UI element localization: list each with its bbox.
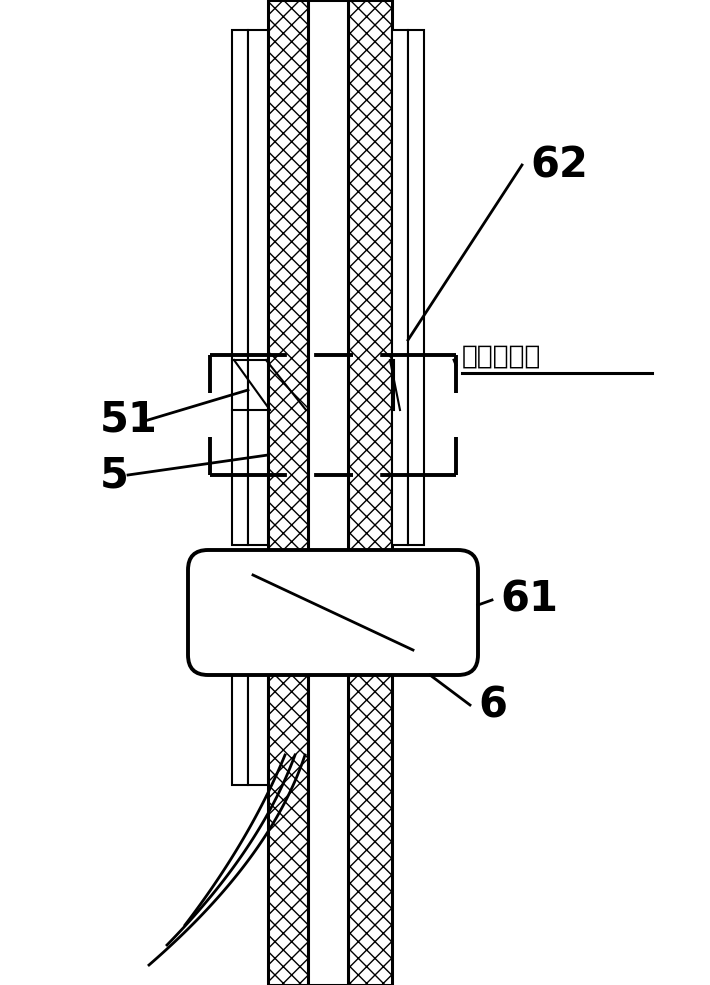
Bar: [248, 675, 268, 785]
FancyBboxPatch shape: [188, 550, 478, 675]
Bar: [232, 675, 248, 785]
Bar: [408, 30, 424, 545]
Text: 61: 61: [500, 579, 558, 621]
Bar: [232, 30, 248, 545]
Text: 待测焉点区: 待测焉点区: [462, 344, 542, 370]
Bar: [348, 0, 392, 985]
Bar: [348, 0, 392, 985]
Bar: [248, 30, 268, 545]
Text: 51: 51: [100, 399, 158, 441]
Bar: [268, 0, 308, 985]
Bar: [308, 0, 348, 985]
Text: 5: 5: [100, 454, 129, 496]
Text: 6: 6: [478, 684, 507, 726]
Text: 62: 62: [530, 144, 588, 186]
Bar: [268, 0, 308, 985]
Bar: [392, 30, 408, 545]
